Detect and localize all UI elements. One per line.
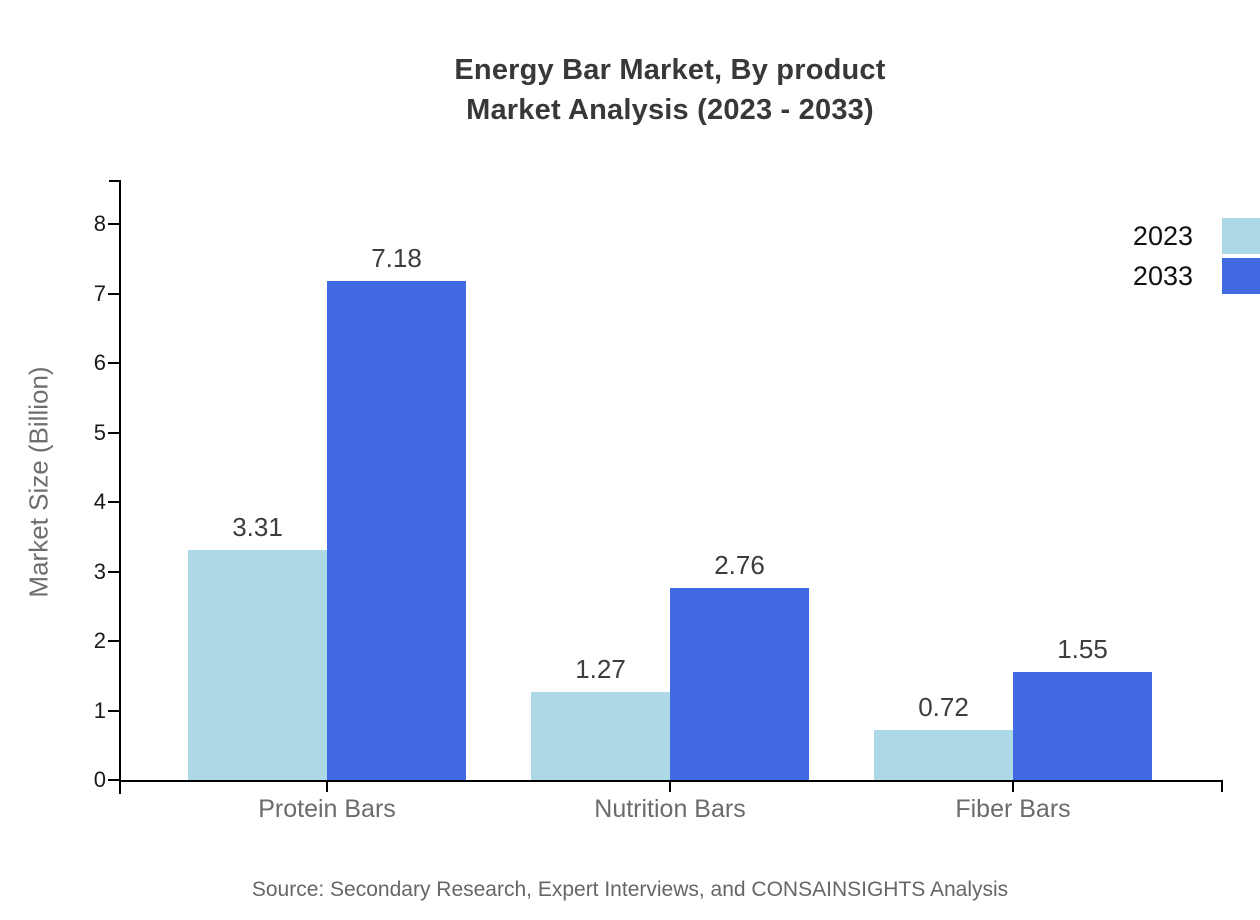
y-tick-label: 0 bbox=[93, 767, 106, 792]
bar-2023-fiber-bars bbox=[874, 729, 1013, 780]
legend-item-2033: 2033 bbox=[1133, 258, 1260, 294]
y-tick-label: 3 bbox=[93, 558, 106, 584]
y-tick bbox=[108, 640, 119, 642]
y-tick bbox=[108, 362, 119, 364]
value-label-2033-nutrition-bars: 2.76 bbox=[714, 550, 765, 581]
legend: 2023 2033 bbox=[1133, 218, 1260, 294]
y-tick bbox=[108, 570, 119, 573]
category-label-nutrition-bars: Nutrition Bars bbox=[594, 795, 746, 823]
x-axis-left-cap bbox=[119, 780, 121, 794]
x-tick bbox=[326, 780, 328, 792]
bar-2033-protein-bars bbox=[327, 280, 466, 780]
y-tick-label: 1 bbox=[93, 697, 106, 723]
x-tick bbox=[669, 780, 671, 792]
chart-title-line2: Market Analysis (2023 - 2033) bbox=[466, 94, 874, 126]
y-tick bbox=[108, 292, 119, 295]
y-tick-label: 8 bbox=[93, 211, 106, 236]
value-label-2033-protein-bars: 7.18 bbox=[371, 242, 422, 273]
category-label-protein-bars: Protein Bars bbox=[258, 795, 396, 823]
chart-title: Energy Bar Market, By product Market Ana… bbox=[119, 50, 1221, 130]
bar-2023-protein-bars bbox=[188, 549, 327, 780]
value-label-2023-protein-bars: 3.31 bbox=[232, 511, 283, 542]
y-tick bbox=[108, 223, 119, 225]
y-axis-spine bbox=[119, 180, 121, 782]
legend-item-2023: 2023 bbox=[1133, 218, 1260, 254]
y-tick bbox=[108, 779, 119, 781]
y-tick-label: 2 bbox=[93, 628, 106, 653]
legend-swatch-2023 bbox=[1222, 218, 1260, 254]
bar-2033-fiber-bars bbox=[1013, 672, 1152, 780]
x-axis-right-cap bbox=[1221, 780, 1223, 792]
y-tick bbox=[108, 501, 119, 503]
legend-label-2023: 2023 bbox=[1132, 220, 1193, 251]
legend-label-2033: 2033 bbox=[1132, 260, 1193, 291]
y-tick-label: 4 bbox=[93, 489, 106, 514]
y-tick-label: 5 bbox=[93, 419, 106, 445]
y-tick-label: 7 bbox=[93, 280, 106, 306]
y-tick bbox=[108, 431, 119, 434]
category-label-fiber-bars: Fiber Bars bbox=[955, 795, 1071, 823]
value-label-2023-nutrition-bars: 1.27 bbox=[575, 653, 626, 684]
x-axis-spine bbox=[119, 780, 1223, 782]
value-label-2023-fiber-bars: 0.72 bbox=[918, 691, 969, 722]
y-tick bbox=[108, 709, 119, 712]
chart-title-line1: Energy Bar Market, By product bbox=[454, 54, 886, 86]
bar-2023-nutrition-bars bbox=[531, 691, 670, 780]
y-tick-label: 6 bbox=[93, 350, 106, 375]
x-tick bbox=[1012, 780, 1014, 792]
bar-2033-nutrition-bars bbox=[670, 588, 809, 780]
legend-swatch-2033 bbox=[1222, 258, 1260, 294]
value-label-2033-fiber-bars: 1.55 bbox=[1057, 634, 1108, 665]
source-note: Source: Secondary Research, Expert Inter… bbox=[251, 878, 1009, 901]
y-axis-end-cap bbox=[109, 180, 119, 182]
